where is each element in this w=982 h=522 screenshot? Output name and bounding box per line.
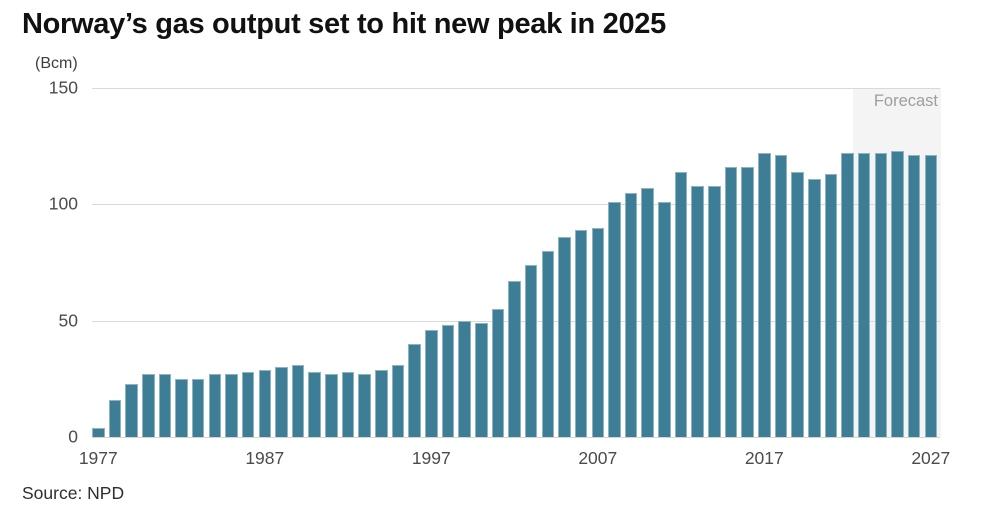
gridline-150: [92, 88, 940, 89]
bar-2022: [841, 153, 854, 437]
bar-1979: [125, 383, 138, 437]
bar-1989: [291, 364, 305, 437]
x-tick-label-2017: 2017: [744, 448, 784, 468]
bar-1980: [141, 374, 155, 437]
bar-2021: [824, 174, 838, 437]
x-tick-label-1987: 1987: [245, 448, 285, 468]
bar-1992: [341, 371, 355, 437]
bar-2025: [891, 150, 904, 437]
y-tick-label-100: 100: [48, 193, 78, 214]
bar-2027: [924, 155, 938, 437]
y-axis-unit-label: (Bcm): [35, 55, 78, 72]
gridline-100: [92, 204, 940, 206]
bar-2001: [491, 309, 505, 437]
bar-1997: [425, 329, 438, 437]
y-tick-label-0: 0: [68, 426, 78, 447]
bar-2024: [874, 153, 888, 437]
bar-2023: [857, 153, 871, 437]
source-note: Source: NPD: [22, 483, 125, 503]
bar-1983: [191, 378, 205, 437]
bar-2026: [907, 155, 921, 437]
bar-2012: [674, 171, 688, 437]
x-tick-label-1997: 1997: [411, 448, 451, 468]
bar-2016: [741, 167, 754, 437]
bar-1999: [458, 320, 471, 437]
bar-1985: [225, 374, 238, 437]
bar-1998: [441, 325, 455, 437]
bar-2008: [608, 202, 621, 437]
bar-2015: [724, 167, 738, 437]
bar-1996: [408, 343, 421, 437]
bar-2000: [474, 323, 488, 437]
bar-1988: [275, 367, 288, 437]
bar-1982: [175, 378, 188, 437]
bar-1995: [391, 364, 405, 437]
bar-2017: [758, 153, 771, 437]
bar-1977: [92, 427, 105, 437]
bar-1994: [375, 369, 388, 437]
bar-1986: [241, 371, 255, 437]
y-tick-label-150: 150: [48, 77, 78, 98]
bar-2009: [624, 192, 638, 437]
chart-title: Norway’s gas output set to hit new peak …: [22, 8, 666, 40]
bar-1981: [158, 374, 172, 437]
bar-2013: [691, 185, 704, 437]
bar-2020: [807, 178, 821, 437]
bar-1991: [325, 374, 338, 437]
bar-1978: [108, 399, 122, 437]
bar-1987: [258, 369, 272, 437]
forecast-label: Forecast: [873, 92, 938, 110]
bar-2011: [658, 202, 671, 437]
x-tick-label-2027: 2027: [911, 448, 951, 468]
x-axis-line: [92, 437, 940, 438]
bar-2006: [574, 229, 588, 437]
bar-2007: [591, 227, 605, 437]
bar-1993: [358, 374, 371, 437]
bar-2004: [541, 250, 555, 437]
bar-2010: [641, 188, 655, 437]
bar-2003: [524, 264, 538, 437]
x-tick-label-2007: 2007: [578, 448, 618, 468]
y-tick-label-50: 50: [58, 310, 78, 331]
plot-area: Forecast: [92, 88, 942, 438]
bar-2018: [774, 155, 788, 437]
bar-2014: [708, 185, 721, 437]
bar-2002: [508, 281, 521, 437]
bar-1984: [208, 374, 222, 437]
bar-1990: [308, 371, 322, 437]
bar-2019: [791, 171, 804, 437]
x-tick-label-1977: 1977: [78, 448, 118, 468]
bar-2005: [558, 236, 571, 437]
